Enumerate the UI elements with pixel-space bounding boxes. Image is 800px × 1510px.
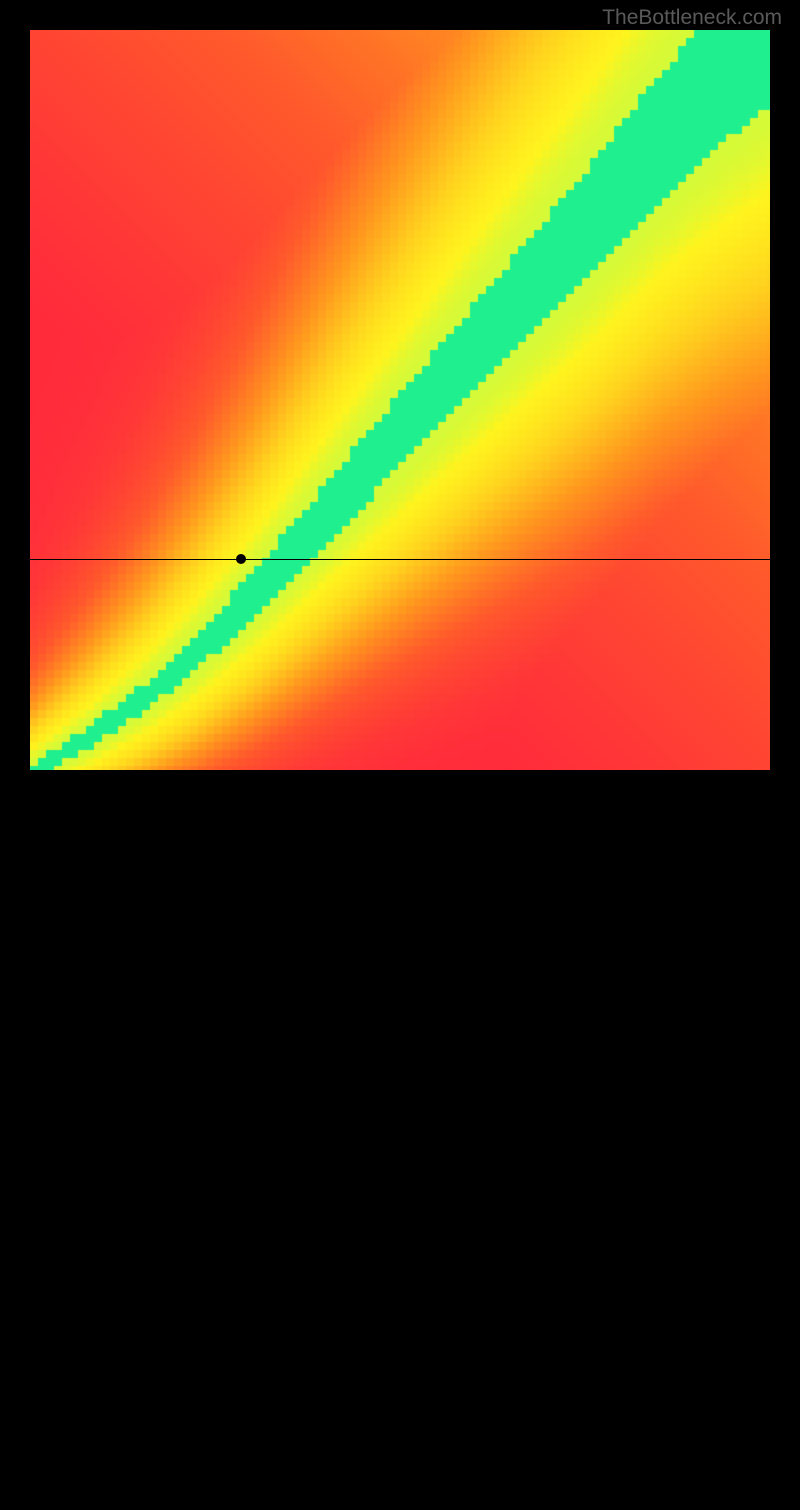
heatmap-plot — [30, 30, 770, 770]
watermark-text: TheBottleneck.com — [602, 6, 782, 30]
data-point-marker — [236, 554, 246, 564]
heatmap-canvas — [30, 30, 770, 770]
crosshair-horizontal — [30, 559, 770, 560]
crosshair-vertical — [241, 770, 242, 1510]
